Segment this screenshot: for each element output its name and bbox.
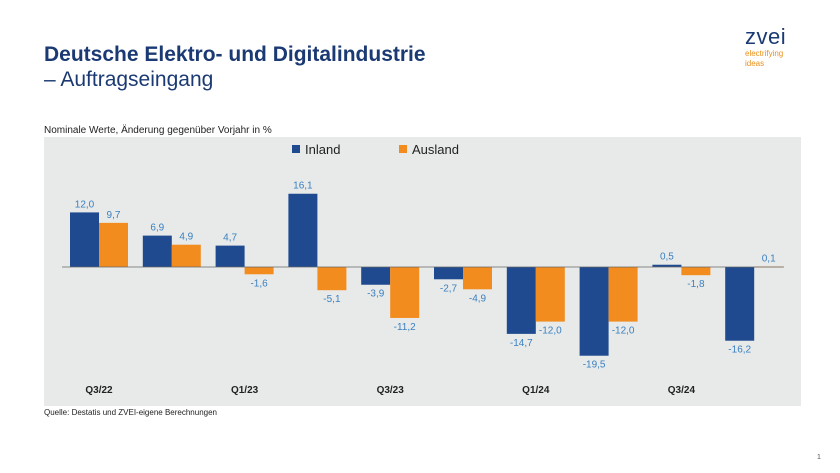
logo-word: zvei: [745, 24, 787, 49]
value-label-inland-Q4-24: -16,2: [728, 345, 751, 356]
page-title: Deutsche Elektro- und Digitalindustrie: [44, 43, 426, 66]
bar-inland-Q3-24: [652, 264, 682, 267]
chart-caption: Nominale Werte, Änderung gegenüber Vorja…: [44, 125, 272, 136]
legend-swatch-ausland: [399, 145, 407, 153]
legend-label-ausland: Ausland: [412, 142, 459, 157]
bar-ausland-Q3-24: [681, 267, 711, 276]
value-label-ausland-Q4-22: 4,9: [179, 232, 193, 243]
value-label-ausland-Q4-24: 0,1: [762, 254, 776, 265]
bar-chart: Inland Ausland 12,0 9,7 6,9 4,9 4,7 -1,6 16,1 -5,…: [62, 142, 784, 396]
page-number: 1: [817, 454, 821, 461]
bar-inland-Q3-23: [361, 267, 391, 285]
bar-ausland-Q3-23: [390, 267, 420, 318]
bar-inland-Q3-22: [70, 212, 99, 267]
bar-ausland-Q2-24: [608, 267, 638, 322]
value-label-ausland-Q3-22: 9,7: [107, 210, 121, 221]
value-label-ausland-Q1-24: -12,0: [539, 326, 562, 337]
bar-inland-Q4-24: [725, 267, 755, 341]
value-label-ausland-Q2-24: -12,0: [612, 326, 635, 337]
bar-inland-Q1-24: [506, 267, 536, 334]
bar-ausland-Q2-23: [317, 267, 347, 291]
bar-ausland-Q4-22: [171, 244, 201, 267]
logo-tagline-1: electrifying: [745, 49, 784, 58]
chart-background: [44, 137, 801, 406]
value-label-ausland-Q4-23: -4,9: [469, 293, 487, 304]
legend-label-inland: Inland: [305, 142, 340, 157]
x-tick-label-Q3-23: Q3/23: [377, 385, 405, 396]
value-label-inland-Q2-23: 16,1: [293, 181, 313, 192]
value-label-ausland-Q2-23: -5,1: [323, 294, 341, 305]
bar-inland-Q4-22: [142, 235, 172, 267]
value-label-ausland-Q3-24: -1,8: [687, 279, 705, 290]
legend-swatch-inland: [292, 145, 300, 153]
value-label-inland-Q2-24: -19,5: [583, 360, 606, 371]
value-label-inland-Q1-24: -14,7: [510, 338, 533, 349]
x-tick-label-Q3-22: Q3/22: [85, 385, 113, 396]
bar-ausland-Q1-24: [535, 267, 565, 322]
value-label-inland-Q1-23: 4,7: [223, 233, 237, 244]
bar-inland-Q1-23: [215, 245, 245, 267]
value-label-inland-Q4-23: -2,7: [440, 283, 458, 294]
source-note: Quelle: Destatis und ZVEI-eigene Berechn…: [44, 408, 217, 417]
bar-inland-Q2-23: [288, 193, 318, 267]
bar-ausland-Q1-23: [244, 267, 274, 275]
value-label-ausland-Q1-23: -1,6: [250, 278, 268, 289]
value-label-inland-Q4-22: 6,9: [150, 223, 164, 234]
logo-tagline-2: ideas: [745, 59, 765, 68]
bar-ausland-Q3-22: [99, 222, 128, 267]
bar-inland-Q2-24: [579, 267, 609, 356]
value-label-inland-Q3-24: 0,5: [660, 252, 674, 263]
value-label-inland-Q3-22: 12,0: [75, 199, 95, 210]
value-label-inland-Q3-23: -3,9: [367, 289, 385, 300]
bar-inland-Q4-23: [434, 267, 463, 280]
x-tick-label-Q3-24: Q3/24: [668, 385, 696, 396]
x-tick-label-Q1-23: Q1/23: [231, 385, 259, 396]
x-tick-label-Q1-24: Q1/24: [522, 385, 550, 396]
zvei-logo: zvei electrifying ideas: [745, 26, 815, 68]
bar-ausland-Q4-23: [463, 267, 492, 290]
value-label-ausland-Q3-23: -11,2: [394, 322, 416, 333]
page-subtitle: – Auftragseingang: [44, 68, 214, 91]
